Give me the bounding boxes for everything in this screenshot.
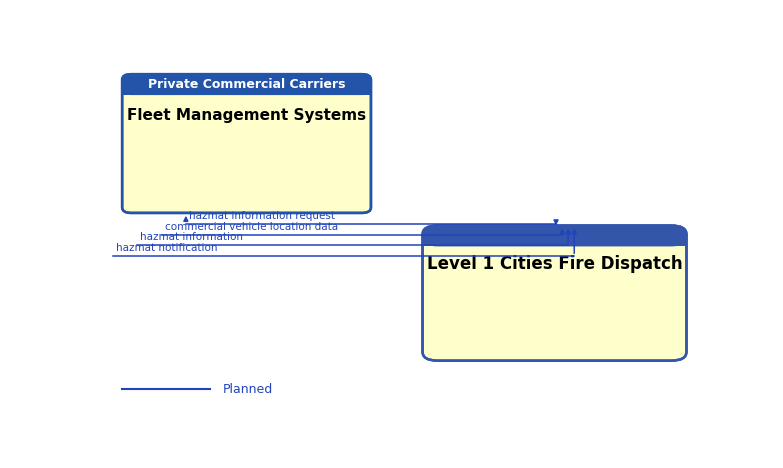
Text: Fleet Management Systems: Fleet Management Systems bbox=[127, 108, 366, 123]
Text: Private Commercial Carriers: Private Commercial Carriers bbox=[148, 78, 345, 91]
Text: Level 1 Cities Fire Dispatch: Level 1 Cities Fire Dispatch bbox=[427, 256, 682, 273]
Text: Planned: Planned bbox=[222, 383, 272, 396]
FancyBboxPatch shape bbox=[423, 226, 687, 247]
Text: hazmat information: hazmat information bbox=[140, 233, 244, 242]
FancyBboxPatch shape bbox=[122, 74, 371, 95]
FancyBboxPatch shape bbox=[122, 74, 371, 213]
Bar bbox=[423, 235, 687, 247]
Text: commercial vehicle location data: commercial vehicle location data bbox=[164, 222, 337, 232]
Text: hazmat notification: hazmat notification bbox=[116, 243, 218, 253]
Text: hazmat information request: hazmat information request bbox=[189, 211, 335, 221]
FancyBboxPatch shape bbox=[423, 226, 687, 361]
Bar bbox=[122, 84, 371, 95]
